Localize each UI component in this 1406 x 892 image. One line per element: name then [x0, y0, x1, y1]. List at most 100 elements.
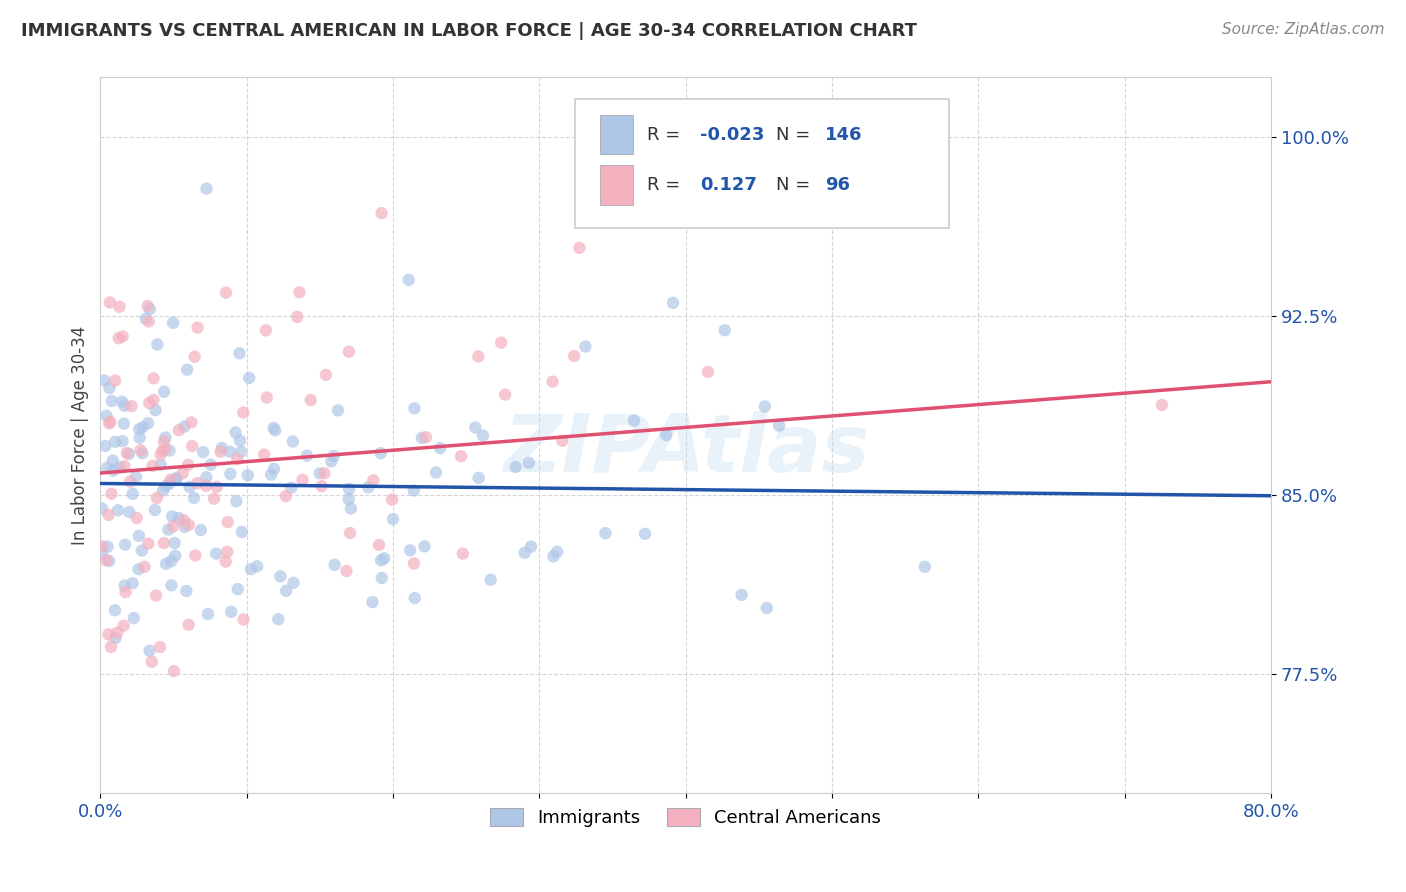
Point [217, 545, 239, 559]
Point [112, 417, 135, 431]
Point [159, 443, 181, 458]
Point [157, 476, 180, 491]
Point [173, 419, 195, 434]
Point [143, 503, 166, 517]
Point [274, 489, 297, 503]
Point [574, 339, 596, 353]
Point [98, 415, 121, 429]
Point [111, 329, 134, 343]
FancyBboxPatch shape [600, 115, 633, 154]
Point [381, 492, 404, 507]
Point [195, 470, 218, 484]
Point [299, 392, 322, 407]
Point [128, 431, 150, 445]
Point [634, 526, 657, 541]
Point [295, 449, 318, 463]
Point [232, 405, 254, 419]
Point [142, 458, 165, 473]
Point [101, 463, 124, 477]
Point [236, 468, 259, 483]
Point [269, 569, 291, 583]
Point [138, 396, 160, 410]
Point [112, 618, 135, 632]
Point [134, 559, 156, 574]
Point [195, 479, 218, 493]
Point [623, 413, 645, 427]
Point [146, 337, 169, 351]
Point [184, 549, 207, 563]
Point [546, 545, 568, 559]
Point [114, 459, 136, 474]
Point [472, 428, 495, 442]
Point [411, 431, 433, 445]
Point [239, 562, 262, 576]
Point [186, 476, 208, 491]
Point [153, 536, 176, 550]
Point [520, 540, 543, 554]
Point [231, 524, 253, 539]
Point [219, 605, 242, 619]
Point [190, 523, 212, 537]
Point [339, 526, 361, 541]
Point [155, 442, 177, 457]
Point [260, 467, 283, 482]
Point [157, 523, 180, 537]
Point [96, 540, 118, 554]
Point [326, 403, 349, 417]
Point [114, 399, 136, 413]
Point [136, 299, 159, 313]
Point [335, 564, 357, 578]
Point [125, 511, 148, 525]
Point [98, 381, 121, 395]
Point [165, 549, 187, 563]
Point [450, 449, 472, 463]
Point [100, 394, 122, 409]
Point [104, 631, 127, 645]
Point [202, 491, 225, 506]
Point [263, 462, 285, 476]
Point [145, 589, 167, 603]
Point [111, 434, 134, 449]
Point [131, 446, 153, 460]
Point [173, 520, 195, 534]
Point [209, 444, 232, 458]
Point [370, 206, 392, 220]
Point [93, 373, 115, 387]
Point [285, 310, 308, 324]
Point [191, 445, 214, 459]
FancyBboxPatch shape [600, 165, 633, 204]
Point [176, 584, 198, 599]
Point [128, 422, 150, 436]
Point [479, 573, 502, 587]
Point [187, 320, 209, 334]
Point [90, 501, 112, 516]
Point [149, 458, 172, 472]
Point [381, 512, 404, 526]
Point [179, 480, 201, 494]
Point [281, 434, 304, 449]
Point [697, 365, 720, 379]
Text: IMMIGRANTS VS CENTRAL AMERICAN IN LABOR FORCE | AGE 30-34 CORRELATION CHART: IMMIGRANTS VS CENTRAL AMERICAN IN LABOR … [21, 22, 917, 40]
Point [173, 513, 195, 527]
Point [136, 536, 159, 550]
Point [118, 505, 141, 519]
Point [96, 409, 118, 423]
Point [322, 449, 344, 463]
Point [754, 400, 776, 414]
Point [363, 474, 385, 488]
Point [314, 467, 336, 481]
Point [337, 344, 360, 359]
Point [274, 583, 297, 598]
Point [768, 418, 790, 433]
Point [217, 515, 239, 529]
Point [183, 491, 205, 505]
Point [229, 444, 252, 458]
Point [370, 446, 392, 460]
Point [128, 562, 150, 576]
Point [121, 487, 143, 501]
Text: R =: R = [647, 126, 686, 144]
Point [177, 458, 200, 472]
Point [104, 374, 127, 388]
Point [399, 543, 422, 558]
Point [489, 335, 512, 350]
